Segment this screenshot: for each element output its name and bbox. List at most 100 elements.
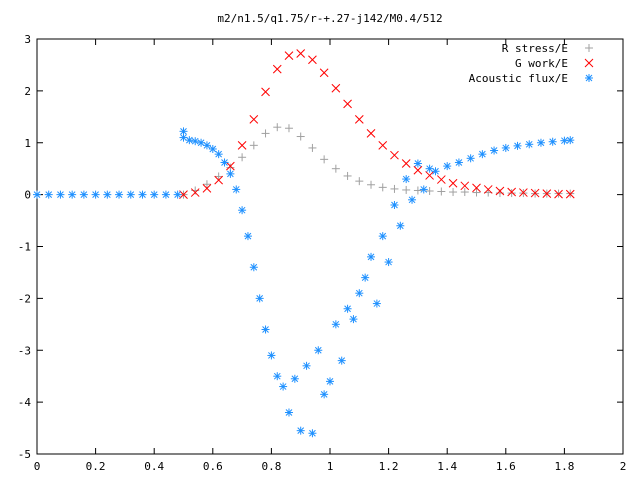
data-point (308, 55, 317, 65)
data-point (449, 188, 458, 197)
data-point (273, 372, 282, 381)
data-point (343, 304, 352, 313)
y-tick-label: 2 (24, 85, 31, 98)
data-point (378, 140, 388, 150)
data-point (238, 206, 247, 215)
data-point (296, 132, 305, 141)
data-point (191, 137, 200, 146)
data-point (425, 186, 434, 195)
data-point (173, 190, 182, 199)
data-point (326, 377, 334, 386)
data-point (542, 189, 552, 198)
data-point (431, 167, 440, 176)
data-point (378, 183, 387, 192)
data-point (408, 195, 417, 204)
x-tick-label: 1.6 (496, 460, 516, 473)
data-point (402, 175, 411, 184)
data-point (202, 184, 212, 193)
data-point (419, 185, 428, 194)
data-point (267, 351, 276, 360)
data-point (390, 201, 399, 209)
data-point (261, 325, 270, 334)
data-point (490, 146, 499, 155)
legend-label: R stress/E (502, 42, 568, 55)
data-point (214, 150, 223, 159)
data-point (249, 115, 259, 124)
data-point (320, 155, 329, 164)
data-point (401, 159, 411, 168)
data-point (202, 141, 211, 150)
data-point (530, 188, 540, 198)
data-point (343, 171, 352, 180)
data-point (372, 299, 381, 308)
data-point (238, 153, 247, 162)
data-point (273, 123, 282, 132)
data-point (249, 141, 258, 150)
x-tick-label: 0.2 (86, 460, 106, 473)
y-tick-label: -1 (18, 241, 31, 254)
data-point (507, 187, 517, 197)
data-point (308, 143, 317, 152)
data-point (331, 320, 340, 329)
data-point (208, 144, 217, 153)
data-point (115, 190, 124, 199)
data-point (255, 294, 264, 303)
data-point (454, 158, 463, 167)
data-point (466, 154, 475, 163)
data-point (560, 136, 569, 145)
data-point (378, 232, 387, 241)
x-tick-label: 0.8 (261, 460, 281, 473)
data-point (425, 164, 434, 173)
data-point (261, 129, 270, 138)
data-point (337, 356, 346, 365)
data-point (232, 185, 241, 194)
data-point (56, 190, 65, 199)
data-point (554, 189, 563, 199)
data-point (91, 190, 100, 199)
data-point (460, 188, 469, 197)
data-point (361, 273, 370, 282)
chart-title: m2/n1.5/q1.75/r-+.27-j142/M0.4/512 (217, 12, 442, 25)
data-point (284, 408, 293, 417)
data-point (261, 87, 270, 97)
y-tick-label: 1 (24, 137, 31, 150)
data-point (249, 263, 258, 272)
x-tick-label: 1 (327, 460, 334, 473)
data-point (478, 150, 487, 159)
data-point (296, 426, 305, 435)
data-point (308, 429, 317, 438)
data-point (413, 165, 423, 175)
y-tick-label: -3 (18, 344, 31, 357)
legend-label: G work/E (515, 57, 568, 70)
data-point (33, 190, 41, 199)
data-point (413, 159, 422, 168)
data-point (44, 190, 53, 199)
data-point (190, 188, 200, 197)
data-point (331, 164, 340, 173)
data-point (384, 258, 393, 267)
y-tick-label: 3 (24, 33, 31, 46)
data-point (501, 143, 510, 152)
legend-marker (585, 44, 593, 52)
data-point (237, 140, 247, 150)
data-point (126, 190, 135, 199)
x-tick-label: 0.6 (203, 460, 223, 473)
y-axis-ticks: 3 2 1 0 -1 -2 -3 -4 -5 (18, 33, 623, 461)
data-point (367, 252, 376, 261)
data-point (519, 188, 528, 197)
data-point (472, 183, 481, 193)
data-point (185, 136, 194, 145)
data-point (355, 177, 364, 186)
data-point (448, 178, 458, 188)
data-point (460, 181, 470, 191)
data-point (390, 150, 399, 160)
data-point (437, 187, 446, 196)
data-point (495, 186, 505, 196)
data-point (355, 289, 364, 298)
data-point (179, 127, 188, 136)
data-point (226, 169, 235, 178)
data-point (243, 232, 252, 241)
y-tick-label: 0 (24, 189, 31, 202)
data-point (390, 184, 399, 193)
data-point (103, 190, 112, 199)
